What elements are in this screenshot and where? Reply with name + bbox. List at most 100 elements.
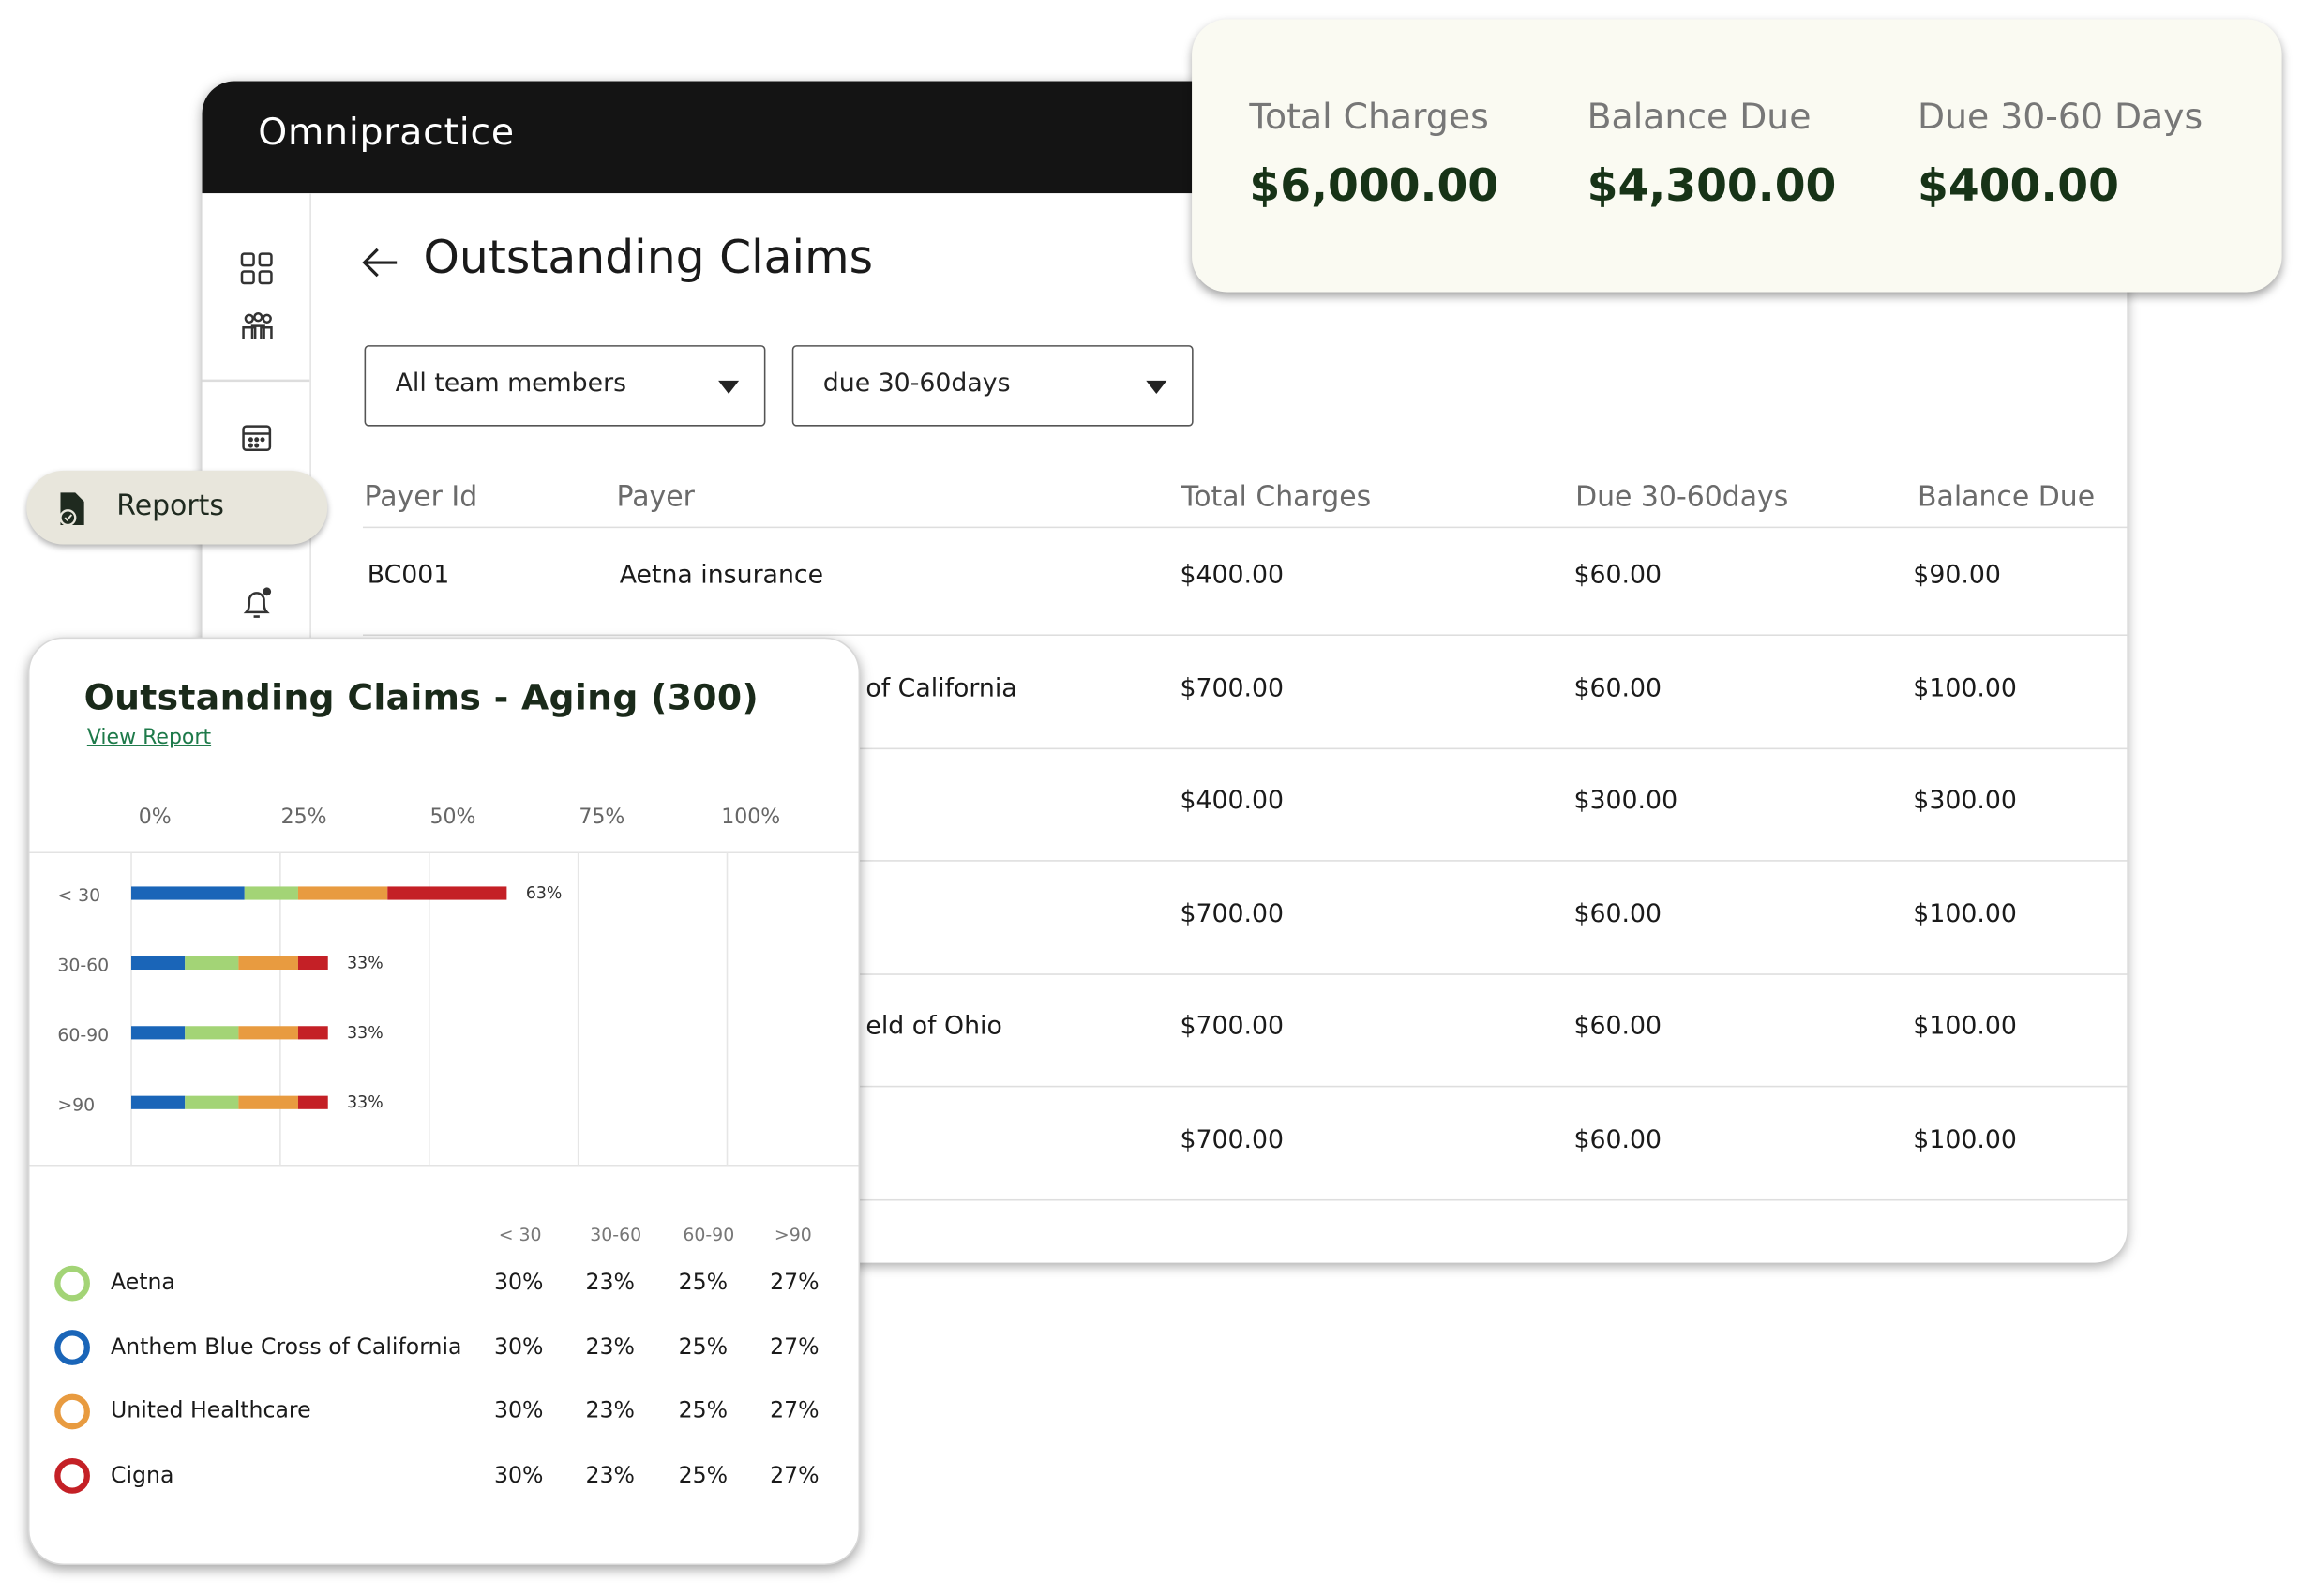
y-tick-label: < 30	[57, 885, 100, 906]
reports-nav[interactable]: Reports	[26, 470, 328, 545]
row-line	[362, 634, 2128, 637]
row-line	[362, 972, 2128, 975]
summary-card: Total Charges $6,000.00 Balance Due $4,300.…	[1192, 19, 2282, 293]
table-cell: $100.00	[1913, 673, 2017, 703]
bar-segment	[131, 1026, 186, 1040]
bar-segment	[297, 1095, 328, 1109]
x-tick-label: 100%	[721, 806, 780, 829]
legend-value: 27%	[770, 1268, 820, 1296]
team-icon[interactable]	[242, 312, 273, 339]
column-header: Payer	[616, 480, 695, 514]
grid-icon[interactable]	[240, 252, 273, 285]
table-cell: $700.00	[1180, 1012, 1285, 1043]
bar-segment	[185, 1095, 239, 1109]
summary-label: Due 30-60 Days	[1918, 96, 2203, 138]
legend-value: 30%	[493, 1461, 544, 1488]
table-cell: $60.00	[1573, 560, 1662, 591]
aging-card: Outstanding Claims - Aging (300) View Re…	[27, 637, 861, 1566]
x-tick-label: 25%	[281, 806, 327, 829]
legend-column: 60-90	[683, 1224, 735, 1245]
legend-value: 25%	[678, 1461, 729, 1488]
bar-segment	[131, 956, 186, 970]
legend-value: 25%	[678, 1268, 729, 1296]
y-tick-label: 30-60	[57, 956, 109, 976]
legend-name: Aetna	[110, 1268, 175, 1296]
table-cell: Aetna insurance	[619, 560, 824, 591]
sidebar-icons	[202, 252, 310, 618]
reports-label[interactable]: Reports	[116, 489, 224, 522]
filter-dropdown[interactable]: due 30-60days	[791, 345, 1194, 427]
table-cell: $60.00	[1573, 1125, 1662, 1155]
legend-value: 27%	[770, 1461, 820, 1488]
bar-segment	[185, 956, 239, 970]
brand: Omnipractice	[258, 110, 515, 154]
legend-swatch	[54, 1330, 90, 1365]
total-label: 33%	[347, 954, 383, 972]
caret-shape	[718, 380, 740, 395]
legend-value: 27%	[770, 1333, 820, 1360]
x-tick-label: 50%	[429, 806, 475, 829]
table-cell: $100.00	[1913, 899, 2017, 929]
legend-column: < 30	[498, 1224, 542, 1245]
legend-value: 23%	[585, 1268, 635, 1296]
y-tick-label: >90	[57, 1094, 95, 1115]
table-cell: eld of Ohio	[865, 1012, 1002, 1043]
bar-segment	[238, 1095, 298, 1109]
column-header: Due 30-60days	[1575, 480, 1789, 514]
table-cell: BC001	[367, 560, 450, 591]
table-cell: $700.00	[1180, 673, 1285, 703]
filter-value[interactable]: All team members	[395, 369, 627, 399]
table-cell: $60.00	[1573, 673, 1662, 703]
column-header: Total Charges	[1181, 480, 1372, 514]
row-line	[362, 860, 2128, 862]
summary-value: $4,300.00	[1587, 160, 1837, 213]
table-cell: $90.00	[1913, 560, 2001, 591]
bell-icon[interactable]	[243, 587, 272, 618]
legend-value: 30%	[493, 1396, 544, 1424]
column-header: Balance Due	[1918, 480, 2096, 514]
aging-title: Outstanding Claims - Aging (300)	[83, 677, 759, 719]
view-report-link[interactable]: View Report	[86, 725, 212, 750]
legend-swatch	[54, 1393, 90, 1430]
bar-segment	[244, 886, 298, 900]
column-header: Payer Id	[364, 480, 478, 514]
filter-value[interactable]: due 30-60days	[822, 369, 1011, 399]
x-tick-label: 75%	[579, 806, 624, 829]
total-label: 33%	[347, 1093, 383, 1112]
bar-segment	[131, 1095, 186, 1109]
bar-segment	[238, 1026, 298, 1040]
legend-name: United Healthcare	[110, 1396, 311, 1424]
table-cell: $700.00	[1180, 899, 1285, 929]
bar-segment	[387, 886, 507, 900]
table-cell: $60.00	[1573, 899, 1662, 929]
reports-icon	[59, 492, 84, 527]
aging-chart: 0% 25% 50% 75% 100% < 30 63% 30-60 33% 60-90 33% >9…	[29, 806, 859, 1494]
row-line	[362, 1198, 2128, 1201]
calendar-icon[interactable]	[242, 425, 272, 452]
table-cell: $700.00	[1180, 1125, 1285, 1155]
legend-value: 30%	[493, 1333, 544, 1360]
bar-segment	[297, 1026, 328, 1040]
x-tick-label: 0%	[139, 806, 172, 829]
table-cell: $60.00	[1573, 1012, 1662, 1043]
legend-value: 25%	[678, 1333, 729, 1360]
summary-label: Total Charges	[1249, 96, 1489, 138]
bar-segment	[238, 956, 298, 970]
summary-value: $6,000.00	[1249, 160, 1499, 213]
back-arrow[interactable]	[358, 244, 402, 282]
legend-value: 23%	[585, 1461, 635, 1488]
filter-dropdown[interactable]: All team members	[364, 345, 766, 427]
legend-value: 27%	[770, 1396, 820, 1424]
total-label: 33%	[347, 1024, 383, 1043]
legend-swatch	[54, 1458, 90, 1494]
bar-segment	[131, 886, 245, 900]
bar-segment	[297, 956, 328, 970]
legend-value: 23%	[585, 1333, 635, 1360]
summary-value: $400.00	[1918, 160, 2119, 213]
header-line	[362, 526, 2128, 529]
legend-swatch	[54, 1265, 90, 1302]
legend-column: 30-60	[590, 1224, 642, 1245]
legend-value: 30%	[493, 1268, 544, 1296]
row-line	[362, 746, 2128, 749]
